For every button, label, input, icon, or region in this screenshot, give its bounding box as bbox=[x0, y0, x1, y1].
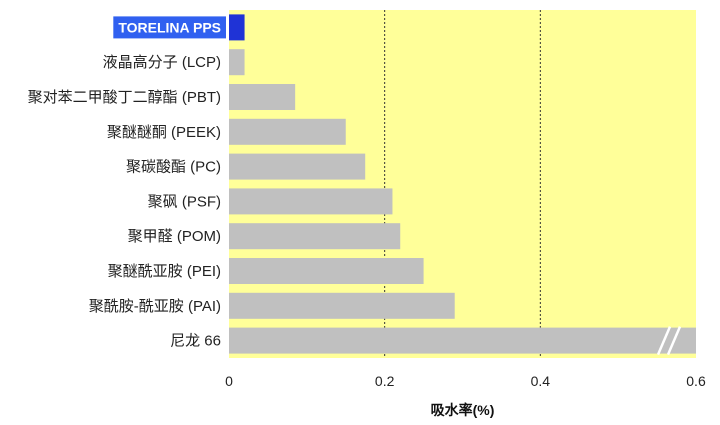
bar-6 bbox=[229, 223, 401, 250]
bar-3 bbox=[229, 118, 346, 145]
bar-5 bbox=[229, 188, 393, 215]
bar-break-mark-2 bbox=[666, 326, 682, 356]
bar-break-mark-1 bbox=[656, 326, 672, 356]
bar-9 bbox=[229, 327, 696, 354]
x-axis-title: 吸水率(%) bbox=[431, 402, 495, 418]
category-label-6: 聚甲醛 (POM) bbox=[128, 228, 221, 245]
bar-8 bbox=[229, 292, 455, 319]
x-tick-label-3: 0.6 bbox=[686, 373, 706, 389]
category-label-8: 聚酰胺-酰亚胺 (PAI) bbox=[89, 298, 221, 315]
bar-0 bbox=[229, 14, 245, 41]
category-label-0: TORELINA PPS bbox=[118, 19, 221, 35]
bar-7 bbox=[229, 258, 424, 284]
category-label-2: 聚对苯二甲酸丁二醇酯 (PBT) bbox=[28, 89, 221, 106]
highlight-label-background bbox=[113, 16, 226, 39]
category-label-5: 聚砜 (PSF) bbox=[148, 193, 221, 210]
category-label-9: 尼龙 66 bbox=[170, 333, 221, 350]
category-label-1: 液晶高分子 (LCP) bbox=[103, 54, 221, 71]
x-tick-labels: 0 0.2 0.4 0.6 bbox=[225, 373, 706, 389]
bar-2 bbox=[229, 84, 296, 110]
category-label-7: 聚醚酰亚胺 (PEI) bbox=[108, 263, 221, 280]
bar-1 bbox=[229, 49, 245, 76]
bars bbox=[229, 14, 696, 356]
highlight-label: TORELINA PPS bbox=[113, 16, 226, 39]
category-label-3: 聚醚醚酮 (PEEK) bbox=[107, 124, 221, 141]
x-tick-label-0: 0 bbox=[225, 373, 233, 389]
x-tick-label-1: 0.2 bbox=[375, 373, 395, 389]
bar-4 bbox=[229, 153, 366, 180]
category-labels: TORELINA PPS 液晶高分子 (LCP) 聚对苯二甲酸丁二醇酯 (PBT) 聚… bbox=[28, 16, 226, 350]
category-label-4: 聚碳酸酯 (PC) bbox=[126, 159, 221, 176]
x-tick-label-2: 0.4 bbox=[531, 373, 551, 389]
